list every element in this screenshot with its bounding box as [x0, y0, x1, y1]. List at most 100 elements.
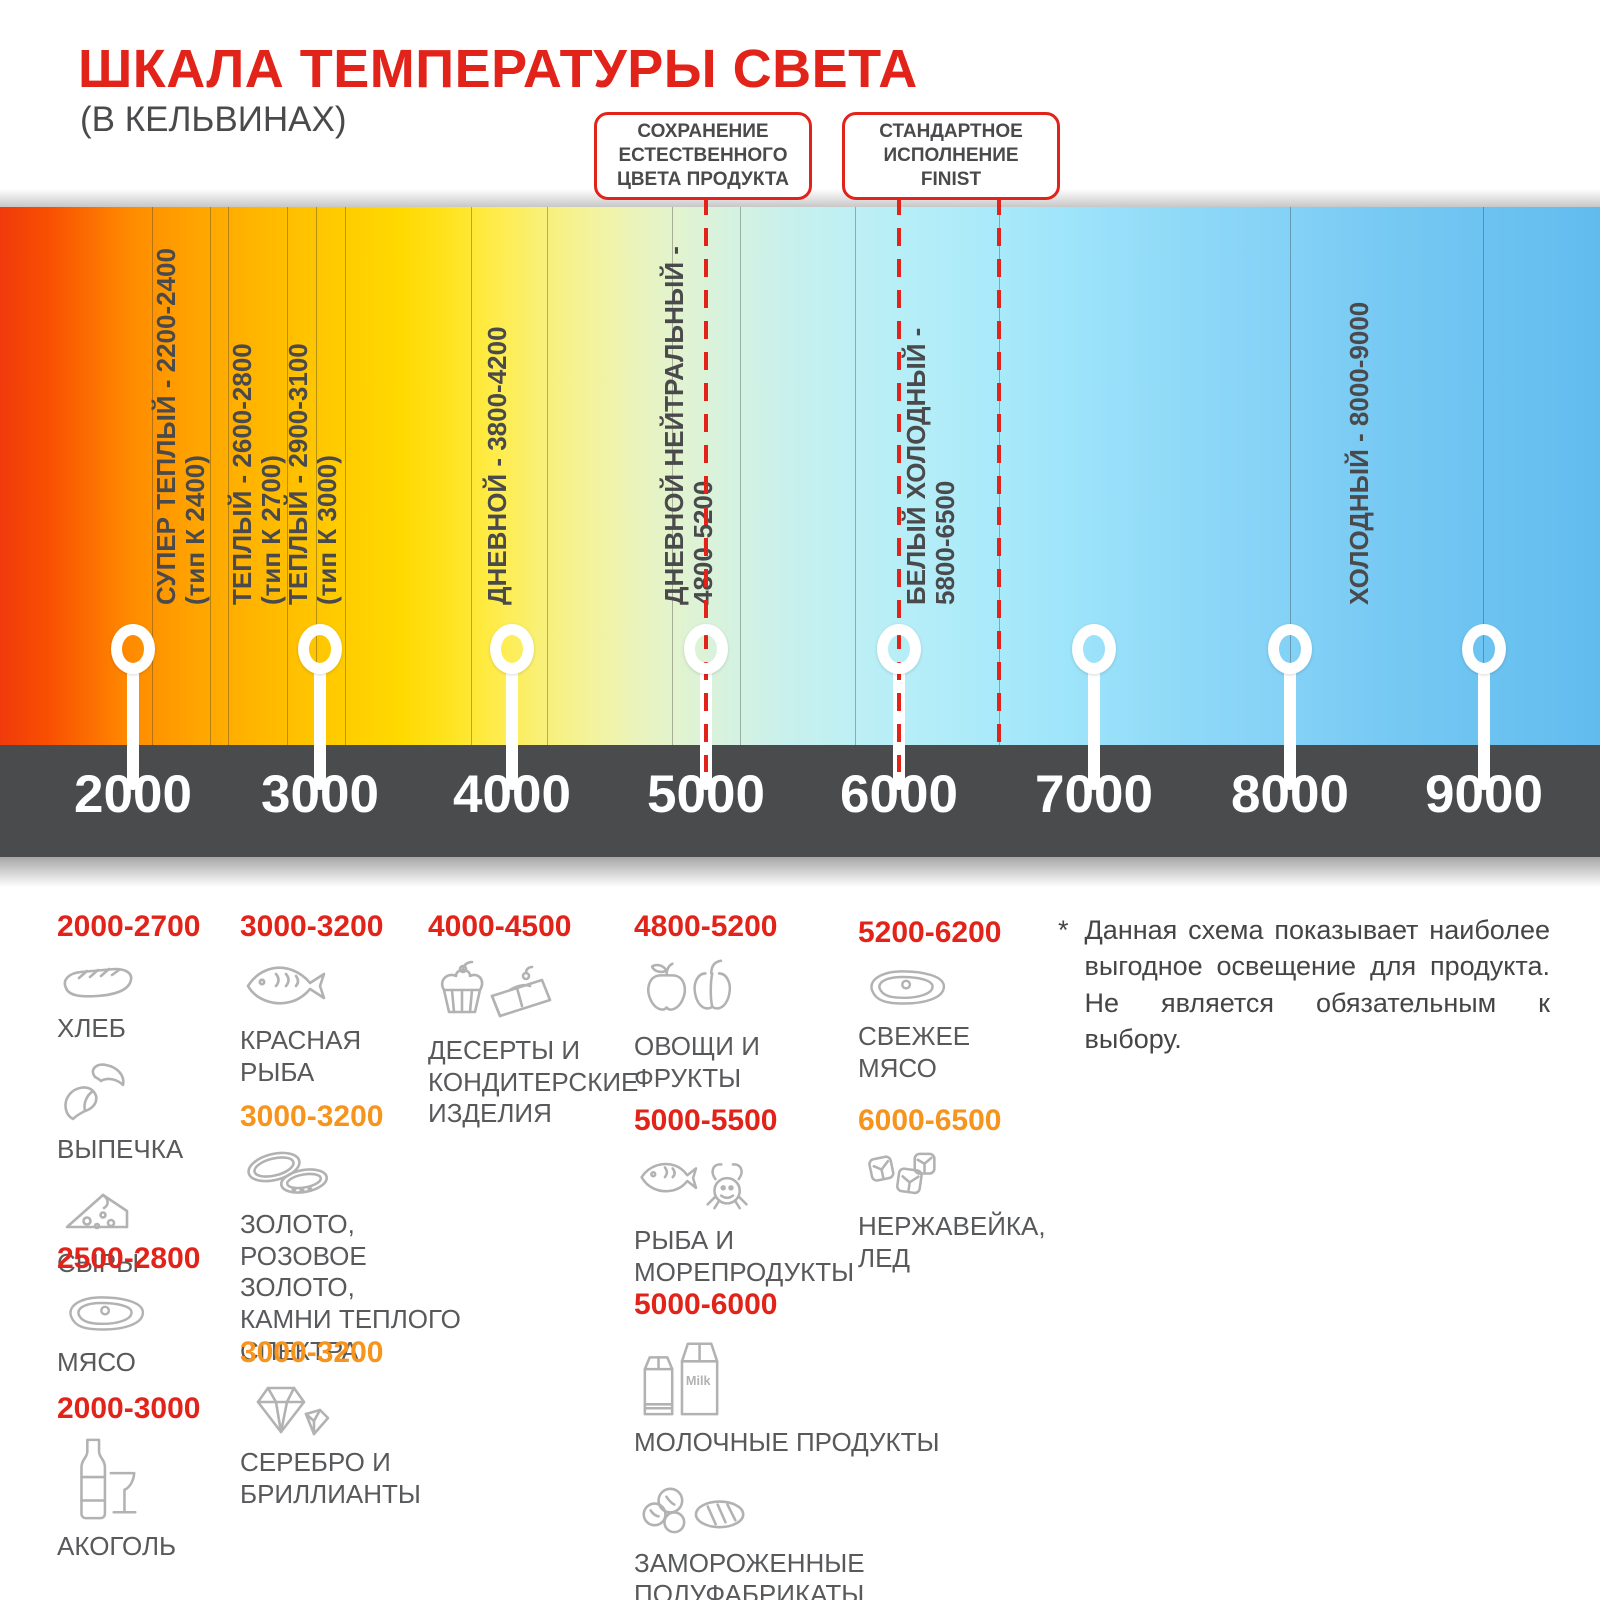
band-label-super-warm: СУПЕР ТЕПЛЫЙ - 2200-2400 (тип К 2400) — [151, 248, 210, 605]
range-heading: 4800-5200 — [634, 910, 778, 943]
band-label-white-cold: БЕЛЫЙ ХОЛОДНЫЙ - 5800-6500 — [901, 327, 960, 605]
category-group: 5200-6200 СВЕЖЕЕ МЯСО — [858, 916, 1063, 1100]
seafood-icon — [636, 1148, 864, 1221]
callout-natural-color: СОХРАНЕНИЕ ЕСТЕСТВЕННОГО ЦВЕТА ПРОДУКТА — [594, 112, 812, 200]
item-label: ЗАМОРОЖЕННЫЕ ПОЛУФАБРИКАТЫ — [634, 1547, 865, 1600]
axis-tick-2000: 2000 — [74, 765, 192, 824]
marker-stem-2000 — [127, 668, 139, 790]
marker-ring-8000 — [1268, 624, 1312, 674]
item-label: ЗОЛОТО, РОЗОВОЕ ЗОЛОТО, КАМНИ ТЕПЛОГО СП… — [240, 1209, 461, 1366]
band-boundary-line — [1483, 207, 1484, 745]
band-boundary-line — [210, 207, 211, 745]
frozen-food-icon — [636, 1475, 934, 1544]
band-label-cold: ХОЛОДНЫЙ - 8000-9000 — [1344, 301, 1374, 605]
axis-tick-5000: 5000 — [647, 765, 765, 824]
axis-tick-4000: 4000 — [453, 765, 571, 824]
marker-stem-9000 — [1478, 668, 1490, 790]
milk-icon: Milk — [636, 1332, 934, 1423]
range-heading: 5200-6200 — [858, 916, 1002, 949]
marker-ring-3000 — [298, 624, 342, 674]
range-heading: 2500-2800 — [57, 1242, 201, 1275]
item-label: СЕРЕБРО И БРИЛЛИАНТЫ — [240, 1447, 421, 1509]
axis-tick-7000: 7000 — [1035, 765, 1153, 824]
item-label: СВЕЖЕЕ МЯСО — [858, 1021, 971, 1083]
band-boundary-line — [152, 207, 153, 745]
item-label: ХЛЕБ — [57, 1013, 126, 1043]
category-group: 3000-3200 СЕРЕБРО И БРИЛЛИАНТЫ — [240, 1336, 435, 1526]
band-boundary-line — [287, 207, 288, 745]
range-heading: 2000-2700 — [57, 910, 201, 943]
marker-ring-4000 — [490, 624, 534, 674]
axis-tick-3000: 3000 — [261, 765, 379, 824]
marker-stem-8000 — [1284, 668, 1296, 790]
band-label-warm-3000: ТЕПЛЫЙ - 2900-3100 (тип К 3000) — [283, 343, 342, 605]
range-heading: 4000-4500 — [428, 910, 572, 943]
marker-ring-6000 — [877, 624, 921, 674]
band-label-daylight-neutral: ДНЕВНОЙ НЕЙТРАЛЬНЫЙ - 4800-5200 — [659, 246, 718, 605]
marker-ring-2000 — [111, 624, 155, 674]
fish-icon — [242, 954, 435, 1021]
category-group: 3000-3200 ЗОЛОТО, РОЗОВОЕ ЗОЛОТО, КАМНИ … — [240, 1100, 470, 1384]
range-heading: 5000-5500 — [634, 1104, 778, 1137]
milk-icon-text: Milk — [686, 1374, 712, 1388]
band-label-warm-2700: ТЕПЛЫЙ - 2600-2800 (тип К 2700) — [227, 343, 286, 605]
marker-stem-7000 — [1088, 668, 1100, 790]
item-label: НЕРЖАВЕЙКА, ЛЕД — [858, 1211, 1046, 1273]
axis-tick-6000: 6000 — [840, 765, 958, 824]
footnote-text: Данная схема показывает наиболее выгодно… — [1084, 915, 1550, 1055]
range-heading: 3000-3200 — [240, 1336, 384, 1369]
band-boundary-line — [740, 207, 741, 745]
category-group: 4800-5200 ОВОЩИ И ФРУКТЫ — [634, 910, 864, 1110]
item-label: МЯСО — [57, 1347, 136, 1377]
axis-bar-shadow — [0, 857, 1600, 887]
category-group: 4000-4500 ДЕСЕРТЫ И КОНДИТЕРСКИЕ ИЗДЕЛИЯ — [428, 910, 638, 1146]
item-label: РЫБА И МОРЕПРОДУКТЫ — [634, 1225, 855, 1287]
category-group: 5000-5500 РЫБА И МОРЕПРОДУКТЫ — [634, 1104, 864, 1304]
axis-bar — [0, 745, 1600, 857]
fresh-meat-icon — [860, 960, 1063, 1017]
croissant-icon — [59, 1061, 237, 1130]
range-heading: 6000-6500 — [858, 1104, 1002, 1137]
marker-stem-4000 — [506, 668, 518, 790]
item-label: КРАСНАЯ РЫБА — [240, 1025, 362, 1087]
range-heading: 5000-6000 — [634, 1288, 778, 1321]
alcohol-icon — [59, 1436, 237, 1527]
item-label: МОЛОЧНЫЕ ПРОДУКТЫ — [634, 1427, 940, 1457]
dashed-line-6000 — [897, 197, 901, 772]
item-label: СЫРЫ — [57, 1248, 140, 1279]
category-group: 5000-6000 Milk МОЛОЧНЫЕ ПРОДУКТЫ ЗАМО — [634, 1288, 940, 1600]
footnote: * Данная схема показывает наиболее выгод… — [1058, 912, 1550, 1058]
category-group: 2000-3000 АКОГОЛЬ — [57, 1392, 237, 1579]
range-heading: 3000-3200 — [240, 1100, 384, 1133]
item-label: ОВОЩИ И ФРУКТЫ — [634, 1031, 760, 1093]
band-boundary-line — [547, 207, 548, 745]
band-boundary-line — [672, 207, 673, 745]
page-title: ШКАЛА ТЕМПЕРАТУРЫ СВЕТА — [78, 39, 918, 99]
meat-icon — [59, 1286, 237, 1343]
range-heading: 2000-3000 — [57, 1392, 201, 1425]
category-group: 6000-6500 НЕРЖАВЕЙКА, ЛЕД — [858, 1104, 1063, 1290]
cheese-icon — [59, 1181, 237, 1244]
dashed-line-5000 — [704, 197, 708, 772]
bread-icon — [59, 954, 237, 1009]
band-label-daylight: ДНЕВНОЙ - 3800-4200 — [482, 326, 512, 605]
band-boundary-line — [316, 207, 317, 745]
item-label: АКОГОЛЬ — [57, 1531, 177, 1561]
marker-ring-9000 — [1462, 624, 1506, 674]
marker-ring-7000 — [1072, 624, 1116, 674]
rings-icon — [242, 1144, 470, 1205]
diamond-icon — [242, 1380, 435, 1443]
band-boundary-line — [471, 207, 472, 745]
band-boundary-line — [1290, 207, 1291, 745]
band-boundary-line — [345, 207, 346, 745]
item-label: ДЕСЕРТЫ И КОНДИТЕРСКИЕ ИЗДЕЛИЯ — [428, 1035, 639, 1129]
range-heading: 3000-3200 — [240, 910, 384, 943]
marker-ring-5000 — [684, 624, 728, 674]
band-boundary-line — [228, 207, 229, 745]
item-label: ВЫПЕЧКА — [57, 1133, 184, 1164]
dessert-icon — [430, 954, 638, 1031]
marker-stem-3000 — [314, 668, 326, 790]
dashed-line-6500 — [997, 197, 1001, 747]
band-boundary-line — [855, 207, 856, 745]
